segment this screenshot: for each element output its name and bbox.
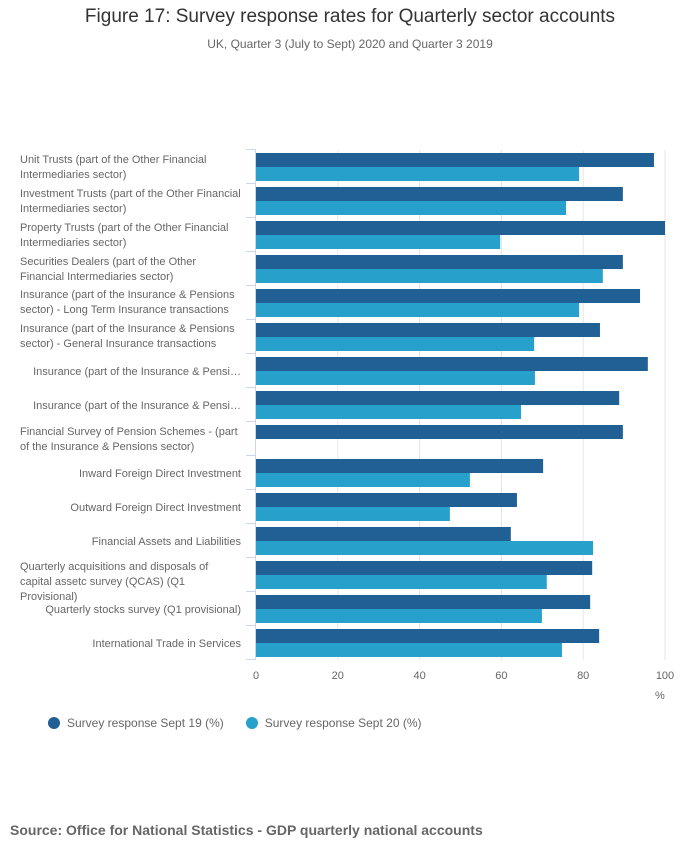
bar-sept20	[256, 303, 580, 317]
legend-item-sept20[interactable]: Survey response Sept 20 (%)	[245, 716, 422, 730]
legend-label: Survey response Sept 20 (%)	[264, 716, 422, 730]
category-label: Securities Dealers (part of the Other Fi…	[20, 256, 197, 283]
bar-sept19	[256, 255, 623, 269]
source-note: Source: Office for National Statistics -…	[10, 822, 483, 838]
x-tick-label: 80	[577, 670, 590, 682]
category-label: Quarterly stocks survey (Q1 provisional)	[45, 603, 241, 616]
category-label: Insurance (part of the Insurance & Pensi…	[20, 289, 235, 316]
category-label: Financial Assets and Liabilities	[91, 535, 241, 548]
bar-sept20	[256, 235, 501, 249]
category-label: Outward Foreign Direct Investment	[70, 501, 241, 514]
category-label: Inward Foreign Direct Investment	[78, 467, 241, 480]
bar-sept19	[256, 629, 600, 643]
x-tick-label: 20	[331, 670, 344, 682]
x-tick-label: 0	[252, 670, 260, 682]
bar-sept20	[256, 643, 562, 657]
bar-sept19	[256, 289, 641, 303]
legend-label: Survey response Sept 19 (%)	[67, 716, 224, 730]
bar-sept19	[256, 153, 654, 167]
legend: Survey response Sept 19 (%) Survey respo…	[48, 716, 422, 730]
bar-sept19	[256, 187, 623, 201]
category-label: Insurance (part of the Insurance & Pensi…	[20, 323, 235, 350]
bar-sept20	[256, 337, 535, 351]
legend-marker-icon	[48, 717, 60, 729]
category-label: International Trade in Services	[92, 637, 241, 650]
bar-sept19	[256, 221, 665, 235]
chart-subtitle: UK, Quarter 3 (July to Sept) 2020 and Qu…	[207, 37, 493, 51]
bar-sept19	[256, 595, 591, 609]
bar-sept19	[256, 425, 623, 439]
bar-sept19	[256, 323, 600, 337]
bar-sept20	[256, 507, 450, 521]
bar-sept19	[256, 391, 620, 405]
bar-sept20	[256, 541, 594, 555]
category-label: Quarterly acquisitions and disposals of …	[20, 561, 209, 603]
category-label: Insurance (part of the Insurance & Pensi…	[33, 365, 241, 378]
bar-sept20	[256, 371, 535, 385]
x-tick-label: 40	[413, 670, 426, 682]
category-label: Property Trusts (part of the Other Finan…	[20, 222, 229, 249]
category-label: Insurance (part of the Insurance & Pensi…	[33, 399, 241, 412]
x-tick-label: 100	[655, 670, 675, 682]
x-tick-label: 60	[495, 670, 508, 682]
bar-sept20	[256, 269, 603, 283]
bar-sept20	[256, 575, 547, 589]
bar-sept19	[256, 493, 517, 507]
chart-title: Figure 17: Survey response rates for Qua…	[84, 6, 616, 27]
legend-item-sept19[interactable]: Survey response Sept 19 (%)	[48, 716, 224, 730]
legend-marker-icon	[245, 717, 258, 729]
x-axis-label: %	[655, 690, 665, 702]
category-label: Unit Trusts (part of the Other Financial…	[20, 154, 207, 181]
bar-sept20	[256, 201, 567, 215]
bar-sept20	[256, 609, 542, 623]
bar-sept19	[256, 527, 511, 541]
category-label: Investment Trusts (part of the Other Fin…	[20, 188, 241, 215]
bar-sept19	[256, 561, 593, 575]
category-label: Financial Survey of Pension Schemes - (p…	[20, 426, 238, 453]
bar-sept19	[256, 357, 648, 371]
bar-sept20	[256, 405, 522, 419]
bar-sept20	[256, 473, 470, 487]
bar-sept20	[256, 167, 580, 181]
bar-sept19	[256, 459, 544, 473]
